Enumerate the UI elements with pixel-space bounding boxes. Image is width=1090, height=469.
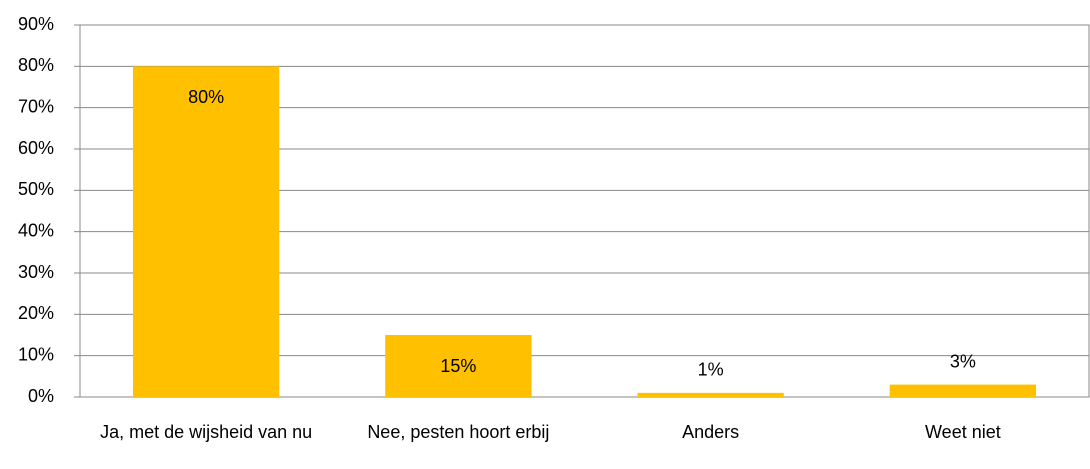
x-tick-label: Weet niet xyxy=(925,422,1001,442)
y-tick-label: 80% xyxy=(18,55,54,75)
bar xyxy=(637,392,784,397)
y-tick-label: 90% xyxy=(18,14,54,34)
y-tick-label: 10% xyxy=(18,344,54,364)
x-tick-label: Ja, met de wijsheid van nu xyxy=(100,422,313,442)
x-tick-label: Nee, pesten hoort erbij xyxy=(367,422,550,442)
data-label: 3% xyxy=(950,351,976,371)
data-label: 15% xyxy=(440,356,476,376)
y-tick-label: 60% xyxy=(18,138,54,158)
y-tick-label: 40% xyxy=(18,220,54,240)
y-tick-label: 70% xyxy=(18,96,54,116)
x-tick-label: Anders xyxy=(682,422,740,442)
data-label: 80% xyxy=(188,87,224,107)
y-tick-label: 20% xyxy=(18,303,54,323)
data-label: 1% xyxy=(698,360,724,380)
bar xyxy=(132,66,280,397)
y-tick-label: 50% xyxy=(18,179,54,199)
bar xyxy=(385,335,532,397)
y-tick-label: 30% xyxy=(18,262,54,282)
y-tick-label: 0% xyxy=(28,386,54,406)
bar xyxy=(889,384,1037,397)
